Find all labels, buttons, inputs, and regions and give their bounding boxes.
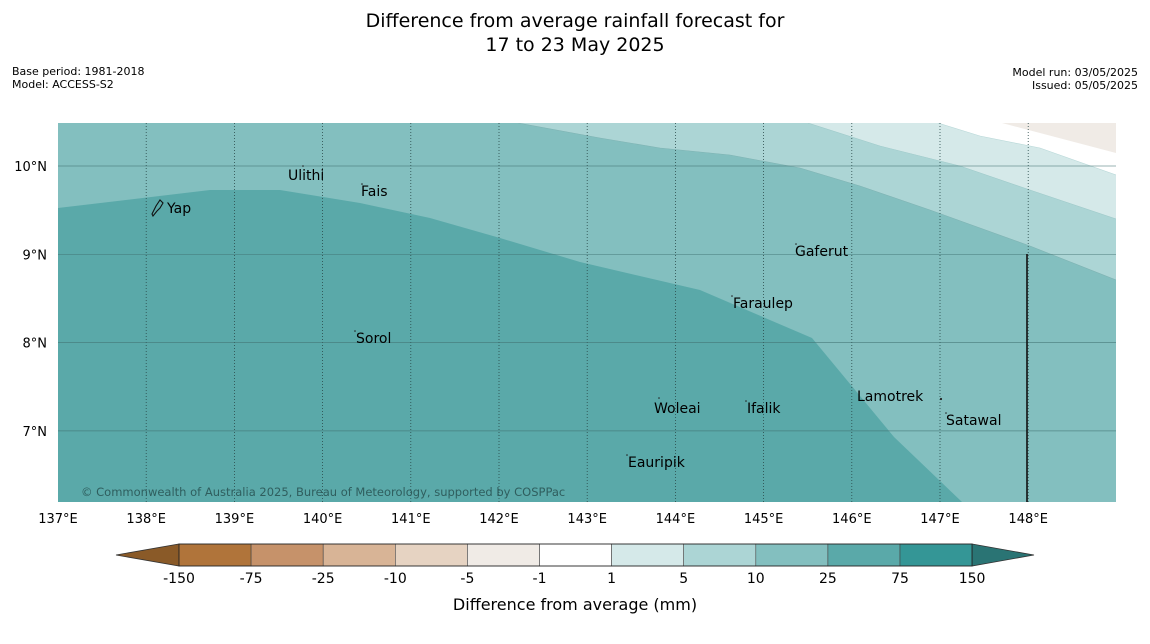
band-dry-slight: [1002, 123, 1116, 153]
title-line-2: 17 to 23 May 2025: [485, 34, 665, 56]
colorbar-extend-high: [971, 543, 1035, 567]
colorbar-tick-label: 10: [747, 571, 765, 587]
base-info: Base period: 1981-2018 Model: ACCESS-S2: [12, 65, 144, 91]
colorbar-tick-label: 75: [891, 571, 909, 587]
lon-tick-label: 140°E: [303, 512, 343, 527]
lon-tick-label: 143°E: [567, 512, 607, 527]
colorbar-extend-low: [115, 543, 180, 567]
colorbar-tick-label: -10: [384, 571, 407, 587]
longitude-labels: 137°E 138°E 139°E 140°E 141°E 142°E 143°E 144°E…: [38, 512, 1048, 527]
colorbar-box: [322, 543, 396, 567]
lat-tick-label: 10°N: [14, 160, 47, 175]
colorbar-box: [178, 543, 252, 567]
colorbar-box: [611, 543, 684, 567]
lon-tick-label: 141°E: [391, 512, 431, 527]
title-line-1: Difference from average rainfall forecas…: [365, 10, 785, 32]
colorbar-box: [539, 543, 612, 567]
place-label-yap: Yap: [166, 201, 191, 217]
colorbar-box: [250, 543, 324, 567]
colorbar-box: [683, 543, 757, 567]
yap-island: [151, 199, 164, 218]
lon-tick-label: 147°E: [920, 512, 960, 527]
colorbar-tick-label: -1: [533, 571, 547, 587]
place-label-lamotrek: Lamotrek: [857, 389, 924, 405]
colorbar-box: [394, 543, 468, 567]
lon-tick-label: 139°E: [215, 512, 255, 527]
colorbar-tick-labels: -150 -75 -25 -10 -5 -1 1 5 10 25 75 150: [163, 571, 985, 587]
run-info: Model run: 03/05/2025 Issued: 05/05/2025: [1012, 66, 1138, 92]
colorbar-box: [755, 543, 829, 567]
map-title: Difference from average rainfall forecas…: [0, 9, 1150, 57]
place-labels: Yap Ulithi Fais Sorol Gaferut Faraulep W…: [166, 168, 1001, 471]
colorbar-box: [467, 543, 540, 567]
place-label-faraulep: Faraulep: [733, 296, 793, 312]
colorbar-title: Difference from average (mm): [453, 595, 697, 614]
lon-tick-label: 146°E: [832, 512, 872, 527]
place-label-woleai: Woleai: [654, 401, 701, 417]
band-10-25: [58, 123, 1116, 502]
model-run: Model run: 03/05/2025: [1012, 66, 1138, 79]
colorbar-tick-label: 150: [959, 571, 986, 587]
base-period: Base period: 1981-2018: [12, 65, 145, 78]
lon-tick-label: 142°E: [479, 512, 519, 527]
place-label-fais: Fais: [361, 184, 388, 200]
lon-tick-label: 145°E: [744, 512, 784, 527]
colorbar-legend: -150 -75 -25 -10 -5 -1 1 5 10 25 75 150 Difference …: [115, 543, 1035, 614]
lon-tick-label: 138°E: [126, 512, 166, 527]
issued-date: Issued: 05/05/2025: [1031, 79, 1138, 92]
latitude-gridlines: [58, 165, 1116, 432]
colorbar-tick-label: -25: [312, 571, 335, 587]
lat-tick-label: 7°N: [23, 425, 48, 440]
place-label-ulithi: Ulithi: [288, 168, 324, 184]
lat-tick-label: 8°N: [23, 337, 48, 352]
lon-tick-label: 144°E: [656, 512, 696, 527]
contour-line: [517, 123, 1116, 281]
colorbar-tick-label: -5: [460, 571, 474, 587]
place-label-satawal: Satawal: [946, 413, 1001, 429]
colorbar-tick-label: 1: [607, 571, 616, 587]
colorbar-tick-label: 25: [819, 571, 837, 587]
colorbar-tick-label: -75: [240, 571, 263, 587]
lon-tick-label: 148°E: [1008, 512, 1048, 527]
colorbar: [115, 543, 1035, 567]
longitude-gridlines: [145, 123, 1029, 502]
place-label-sorol: Sorol: [356, 331, 391, 347]
colorbar-tick-label: -150: [163, 571, 195, 587]
place-label-ifalik: Ifalik: [747, 401, 781, 417]
place-label-gaferut: Gaferut: [795, 244, 849, 260]
colorbar-frame: [178, 543, 973, 567]
colorbar-box: [899, 543, 973, 567]
lon-tick-label: 137°E: [38, 512, 78, 527]
colorbar-tick-label: 5: [679, 571, 688, 587]
lat-tick-label: 9°N: [23, 248, 48, 263]
contour-line: [937, 123, 1116, 176]
colorbar-box: [827, 543, 901, 567]
copyright-notice: © Commonwealth of Australia 2025, Bureau…: [81, 485, 565, 499]
island-dots: [302, 165, 947, 456]
latitude-labels: 10°N 9°N 8°N 7°N: [14, 160, 47, 440]
model-name: Model: ACCESS-S2: [12, 78, 114, 91]
place-label-eauripik: Eauripik: [628, 455, 686, 471]
map-area: Yap Ulithi Fais Sorol Gaferut Faraulep W…: [58, 123, 1116, 502]
